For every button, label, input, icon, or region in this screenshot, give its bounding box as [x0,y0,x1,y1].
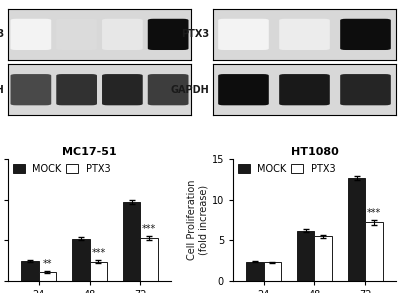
Bar [366,222,383,281]
Y-axis label: Cell Proliferation
(fold increase): Cell Proliferation (fold increase) [187,180,209,260]
FancyBboxPatch shape [148,74,188,105]
Bar [246,262,264,281]
FancyBboxPatch shape [10,74,51,105]
FancyBboxPatch shape [148,19,188,50]
Text: ***: *** [91,248,106,258]
FancyBboxPatch shape [56,19,97,50]
FancyBboxPatch shape [218,74,269,105]
Bar [264,263,281,281]
Legend: MOCK, PTX3: MOCK, PTX3 [13,164,110,174]
FancyBboxPatch shape [279,19,330,50]
Bar [348,178,366,281]
Bar [38,272,56,281]
Bar [123,202,140,281]
Text: **: ** [43,259,52,269]
FancyBboxPatch shape [10,19,51,50]
Text: GAPDH: GAPDH [0,85,4,95]
Text: ***: *** [367,208,382,218]
Bar [90,262,107,281]
FancyBboxPatch shape [102,19,143,50]
FancyBboxPatch shape [340,19,391,50]
Title: MC17-51: MC17-51 [62,146,117,157]
Bar [140,238,158,281]
Bar [21,261,38,281]
Bar [297,231,314,281]
FancyBboxPatch shape [218,19,269,50]
FancyBboxPatch shape [340,74,391,105]
Bar [314,236,332,281]
FancyBboxPatch shape [56,74,97,105]
Text: ***: *** [142,224,156,234]
FancyBboxPatch shape [102,74,143,105]
Title: HT1080: HT1080 [291,146,338,157]
Text: PTX3: PTX3 [0,29,4,39]
Bar [72,239,90,281]
FancyBboxPatch shape [279,74,330,105]
Text: PTX3: PTX3 [181,29,209,39]
Legend: MOCK, PTX3: MOCK, PTX3 [238,164,336,174]
Text: GAPDH: GAPDH [170,85,209,95]
